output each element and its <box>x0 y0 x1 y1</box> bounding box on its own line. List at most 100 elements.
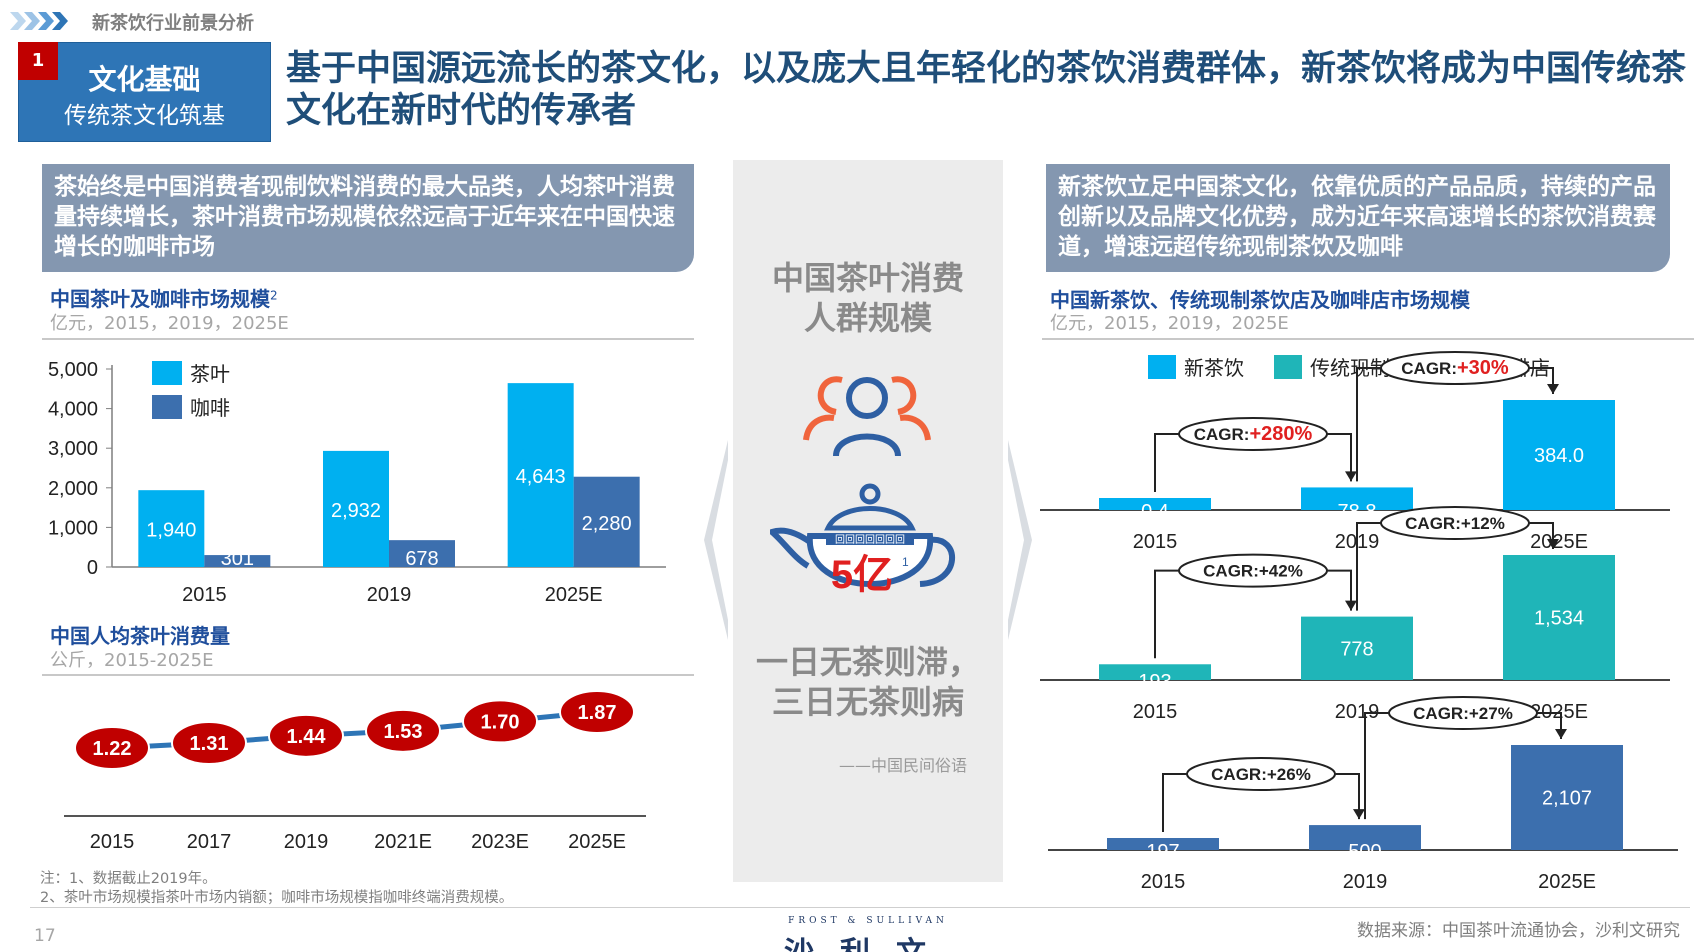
teapot-value: 5亿 <box>831 553 893 597</box>
legend-label: 咖啡 <box>190 397 230 420</box>
cagr-label: CAGR:+30% <box>1401 357 1509 379</box>
center-panel <box>733 160 1003 882</box>
tea-coffee-chart-title: 中国茶叶及咖啡市场规模2 <box>50 283 278 312</box>
x-tick-label: 2025E <box>1538 871 1596 893</box>
tea-coffee-chart-subtitle: 亿元，2015，2019，2025E <box>50 313 289 334</box>
y-tick-label: 4,000 <box>48 399 98 421</box>
x-tick-label: 2025E <box>1530 531 1588 553</box>
data-label: 1.31 <box>190 733 229 755</box>
cagr-bubble <box>1178 417 1328 451</box>
cagr-label: CAGR:+12% <box>1405 514 1505 533</box>
bar-咖啡店-2015 <box>1107 838 1219 850</box>
data-label: 384.0 <box>1534 445 1584 467</box>
footnote-marker: 2 <box>270 288 278 303</box>
data-label: 1.53 <box>384 721 423 743</box>
legend-label: 茶叶 <box>190 363 230 386</box>
bar-咖啡店-2025E <box>1511 745 1623 850</box>
data-label: 1.70 <box>481 711 520 733</box>
section-title: 文化基础 <box>88 63 201 96</box>
section-subtitle: 传统茶文化筑基 <box>64 103 225 129</box>
x-tick-label: 2019 <box>1343 871 1388 893</box>
bar-咖啡-2015 <box>204 555 271 567</box>
cagr-label: CAGR:+26% <box>1211 765 1311 784</box>
data-label: 500 <box>1348 841 1381 863</box>
proverb-line1: 一日无茶则滞， <box>755 643 980 681</box>
tea-coffee-bar-chart: 0 1,000 2,000 3,000 4,000 5,000 1,940 301 2015 2,… <box>48 359 666 606</box>
cagr-bubble <box>1380 351 1530 385</box>
proverb-source: ——中国民间俗语 <box>838 756 967 775</box>
left-chevron-icon <box>704 440 728 640</box>
proverb: 一日无茶则滞， 三日无茶则病 <box>733 642 1003 722</box>
x-tick-label: 2021E <box>374 831 432 853</box>
market-three-panel-chart: 新茶饮传统现制茶饮咖啡店0.4201578.82019384.02025ECAG… <box>1040 351 1678 893</box>
y-tick-label: 2,000 <box>48 478 98 500</box>
data-point-2017 <box>171 721 247 766</box>
footer-divider <box>30 907 1690 908</box>
x-tick-label: 2023E <box>471 831 529 853</box>
market-chart-subtitle: 亿元，2015，2019，2025E <box>1050 313 1289 334</box>
bar-茶叶-2015 <box>138 490 205 567</box>
bar-传统现制茶饮-2025E <box>1503 555 1615 680</box>
page-number: 17 <box>34 926 56 946</box>
data-label: 193 <box>1138 671 1171 693</box>
data-label: 78.8 <box>1338 501 1377 523</box>
per-capita-chart-title: 中国人均茶叶消费量 <box>50 624 230 648</box>
x-tick-label: 2015 <box>90 831 135 853</box>
bar-新茶饮-2019 <box>1301 487 1413 510</box>
teapot-pattern: 回回回回回回回 <box>835 534 905 546</box>
divider <box>1042 338 1694 340</box>
arrow-head-icon <box>1345 600 1357 611</box>
bar-茶叶-2025E <box>507 383 574 567</box>
cagr-label: CAGR:+27% <box>1413 704 1513 723</box>
bar-新茶饮-2015 <box>1099 498 1211 510</box>
data-label: 301 <box>221 548 254 570</box>
cagr-bubble <box>1178 553 1328 588</box>
data-label: 2,280 <box>582 513 632 535</box>
arrow-head-icon <box>1547 539 1559 549</box>
note-line1: 注：1、数据截止2019年。 <box>40 871 217 887</box>
legend-swatch <box>152 361 182 385</box>
legend-swatch <box>1148 355 1176 379</box>
y-tick-label: 0 <box>87 557 98 579</box>
y-tick-label: 1,000 <box>48 517 98 539</box>
bar-新茶饮-2025E <box>1503 400 1615 510</box>
section-badge <box>18 42 271 142</box>
data-label: 1.44 <box>287 726 327 748</box>
x-tick-label: 2019 <box>284 831 329 853</box>
x-tick-label: 2019 <box>1335 701 1380 723</box>
data-label: 2,932 <box>331 500 381 522</box>
footnote-marker: 1 <box>902 555 909 569</box>
data-point-2015 <box>74 726 150 770</box>
data-label: 1,940 <box>146 520 196 542</box>
cagr-bubble <box>1186 757 1336 791</box>
y-tick-label: 5,000 <box>48 359 98 381</box>
note-line2: 2、茶叶市场规模指茶叶市场内销额；咖啡市场规模指咖啡终端消费规模。 <box>40 890 514 906</box>
per-capita-chart-subtitle: 公斤，2015-2025E <box>50 650 214 671</box>
left-callout: 茶始终是中国消费者现制饮料消费的最大品类，人均茶叶消费量持续增长，茶叶消费市场规… <box>42 164 694 272</box>
arrow-head-icon <box>1555 729 1567 739</box>
cagr-label: CAGR:+280% <box>1194 423 1313 445</box>
x-tick-label: 2015 <box>1141 871 1186 893</box>
legend-label: 新茶饮 <box>1184 357 1244 380</box>
x-tick-label: 2015 <box>1133 701 1178 723</box>
data-label: 197 <box>1146 841 1179 863</box>
data-point-2021E <box>365 708 441 753</box>
section-number: 1 <box>18 42 58 80</box>
right-callout: 新茶饮立足中国茶文化，依靠优质的产品品质，持续的产品创新以及品牌文化优势，成为近… <box>1046 164 1670 272</box>
market-chart-title: 中国新茶饮、传统现制茶饮店及咖啡店市场规模 <box>1050 288 1470 312</box>
legend-swatch <box>152 395 182 419</box>
per-capita-line-chart: 1.22 1.31 1.44 1.53 1.70 1.87 2015 2017 2019 2021… <box>64 690 646 853</box>
population-title: 中国茶叶消费 人群规模 <box>733 258 1003 338</box>
x-tick-label: 2019 <box>367 584 412 606</box>
bar-传统现制茶饮-2019 <box>1301 616 1413 680</box>
data-label: 0.4 <box>1141 501 1169 523</box>
teapot-icon: 回回回回回回回 5亿 1 <box>770 483 956 597</box>
bar-茶叶-2019 <box>323 450 389 567</box>
divider <box>42 674 694 676</box>
data-point-2023E <box>462 699 538 744</box>
logo-text: FROST & SULLIVAN <box>788 916 948 926</box>
x-tick-label: 2015 <box>1133 531 1178 553</box>
notes: 注：1、数据截止2019年。 2、茶叶市场规模指茶叶市场内销额；咖啡市场规模指咖… <box>40 870 513 908</box>
x-tick-label: 2025E <box>545 584 603 606</box>
data-label: 778 <box>1340 638 1373 660</box>
